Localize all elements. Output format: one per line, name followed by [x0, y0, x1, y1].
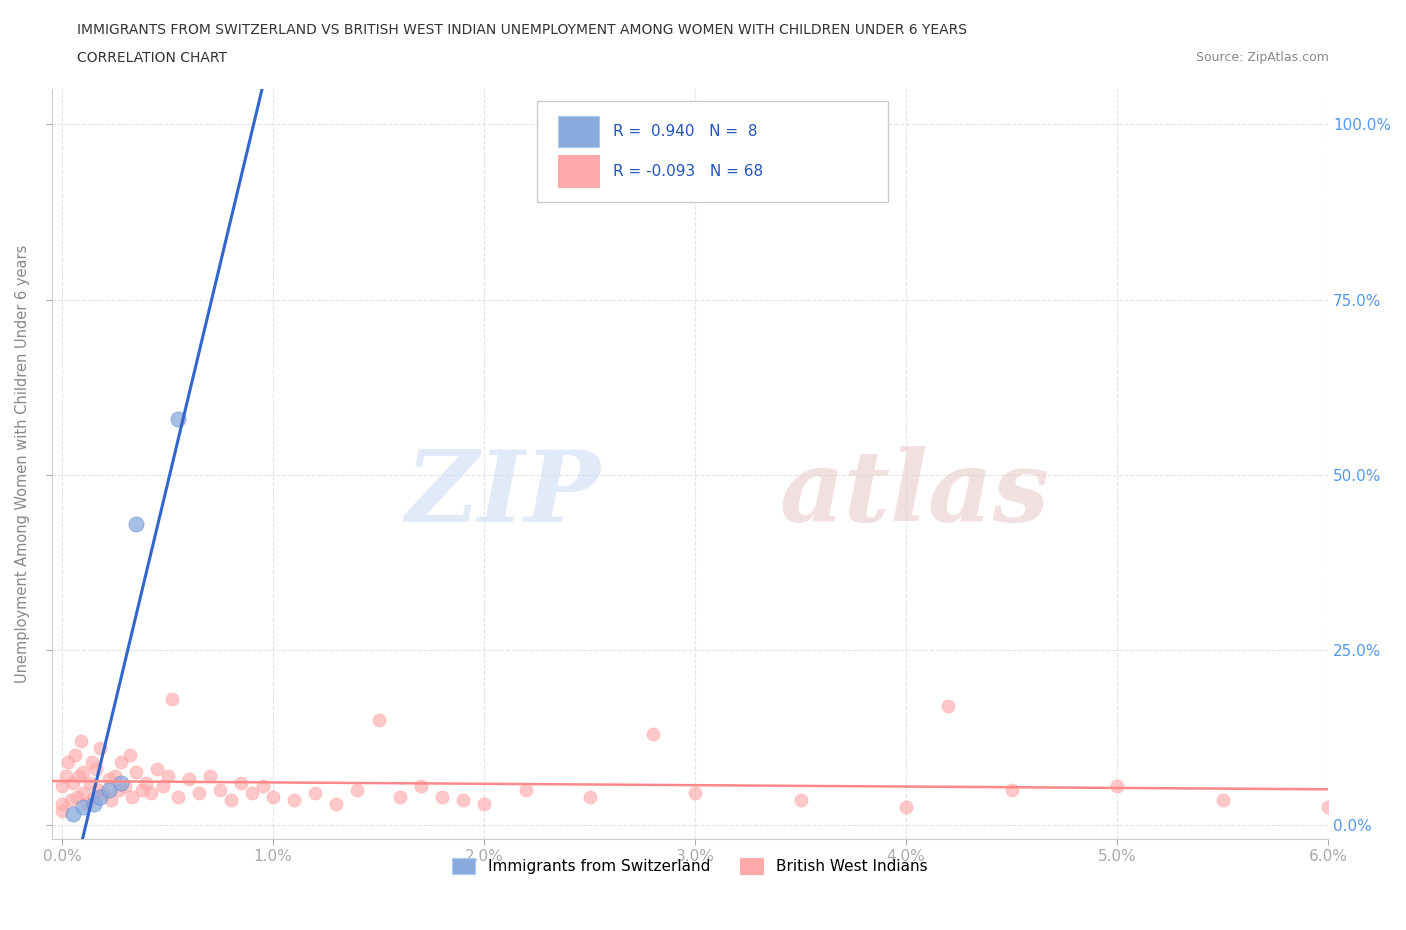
Point — [936, 698, 959, 713]
Text: CORRELATION CHART: CORRELATION CHART — [77, 51, 228, 65]
Point — [89, 790, 111, 804]
Text: R =  0.940   N =  8: R = 0.940 N = 8 — [613, 124, 758, 139]
Point — [160, 691, 183, 706]
Point — [139, 786, 162, 801]
Point — [198, 768, 221, 783]
Text: R = -0.093   N = 68: R = -0.093 N = 68 — [613, 164, 763, 179]
Point — [430, 790, 453, 804]
Point — [79, 776, 101, 790]
Point — [156, 768, 179, 783]
Point — [177, 772, 200, 787]
Point — [789, 793, 811, 808]
Text: atlas: atlas — [779, 445, 1049, 542]
Point — [325, 796, 347, 811]
Point — [51, 804, 73, 818]
Point — [388, 790, 411, 804]
Point — [240, 786, 263, 801]
Point — [110, 776, 132, 790]
Point — [80, 754, 103, 769]
Point — [100, 793, 122, 808]
Point — [114, 779, 136, 794]
Point — [87, 782, 110, 797]
Point — [72, 786, 94, 801]
Point — [231, 776, 253, 790]
Text: IMMIGRANTS FROM SWITZERLAND VS BRITISH WEST INDIAN UNEMPLOYMENT AMONG WOMEN WITH: IMMIGRANTS FROM SWITZERLAND VS BRITISH W… — [77, 23, 967, 37]
Point — [62, 807, 84, 822]
Point — [1212, 793, 1234, 808]
Point — [104, 768, 127, 783]
Point — [451, 793, 474, 808]
Point — [89, 740, 111, 755]
FancyBboxPatch shape — [558, 155, 599, 187]
Point — [262, 790, 284, 804]
Point — [131, 782, 153, 797]
Point — [1107, 779, 1129, 794]
Point — [1317, 800, 1340, 815]
Legend: Immigrants from Switzerland, British West Indians: Immigrants from Switzerland, British Wes… — [446, 852, 934, 880]
Point — [62, 776, 84, 790]
Point — [367, 712, 389, 727]
Point — [515, 782, 537, 797]
Point — [135, 776, 157, 790]
Point — [93, 786, 115, 801]
Point — [55, 768, 77, 783]
Point — [51, 796, 73, 811]
Point — [683, 786, 706, 801]
Point — [409, 779, 432, 794]
Text: ZIP: ZIP — [405, 445, 600, 542]
Point — [72, 800, 94, 815]
Point — [152, 779, 174, 794]
Point — [209, 782, 232, 797]
Point — [63, 748, 86, 763]
Point — [894, 800, 917, 815]
Point — [578, 790, 600, 804]
Point — [76, 796, 98, 811]
Point — [51, 779, 73, 794]
Point — [125, 764, 148, 779]
Point — [167, 411, 190, 426]
Point — [1001, 782, 1024, 797]
Point — [188, 786, 211, 801]
FancyBboxPatch shape — [558, 115, 599, 147]
Point — [346, 782, 368, 797]
Point — [283, 793, 305, 808]
Point — [167, 790, 190, 804]
Point — [125, 516, 148, 531]
Point — [252, 779, 274, 794]
Point — [67, 768, 90, 783]
Text: Source: ZipAtlas.com: Source: ZipAtlas.com — [1195, 51, 1329, 64]
Point — [108, 782, 131, 797]
Point — [72, 764, 94, 779]
Point — [83, 790, 105, 804]
Point — [83, 796, 105, 811]
Point — [59, 793, 82, 808]
Point — [110, 754, 132, 769]
Point — [97, 772, 120, 787]
Point — [641, 726, 664, 741]
Point — [66, 790, 89, 804]
Point — [97, 782, 120, 797]
Point — [58, 754, 80, 769]
Point — [219, 793, 242, 808]
Point — [70, 734, 93, 749]
Point — [84, 762, 107, 777]
Point — [146, 762, 169, 777]
Point — [472, 796, 495, 811]
Y-axis label: Unemployment Among Women with Children Under 6 years: Unemployment Among Women with Children U… — [15, 245, 30, 684]
Point — [118, 748, 141, 763]
Point — [121, 790, 143, 804]
Point — [304, 786, 326, 801]
FancyBboxPatch shape — [537, 100, 887, 202]
